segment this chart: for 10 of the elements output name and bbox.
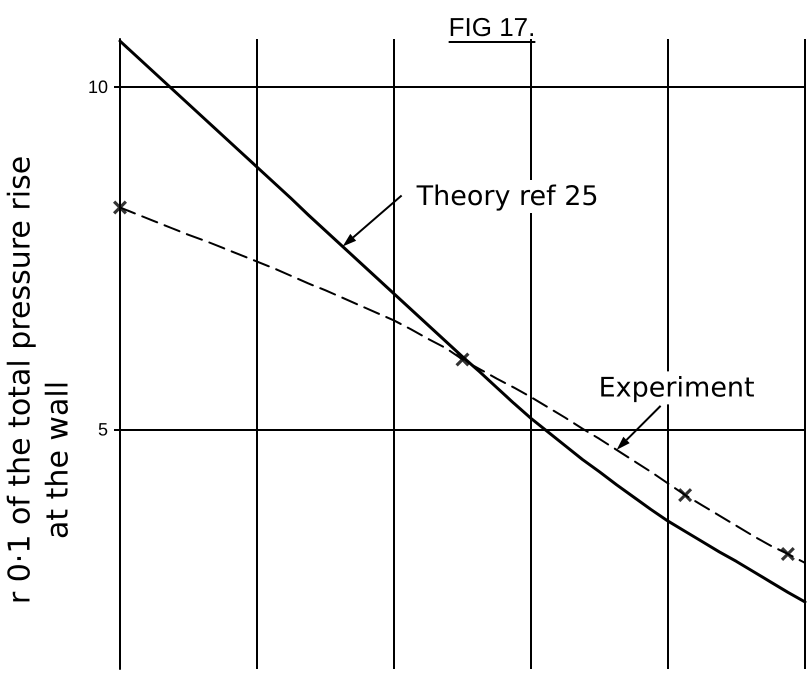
y-tick-label: 5 xyxy=(98,419,108,440)
series-label: Experiment xyxy=(598,372,755,404)
point xyxy=(113,200,127,214)
point xyxy=(780,546,795,561)
y-tick-label: 10 xyxy=(88,76,108,97)
text: Theory ref 25 xyxy=(416,180,599,212)
point xyxy=(678,488,692,502)
chart-title: FIG 17. xyxy=(448,12,536,43)
point xyxy=(456,352,470,366)
y-axis-title: r 0·1 of the total pressure rise at the wall xyxy=(2,156,76,604)
